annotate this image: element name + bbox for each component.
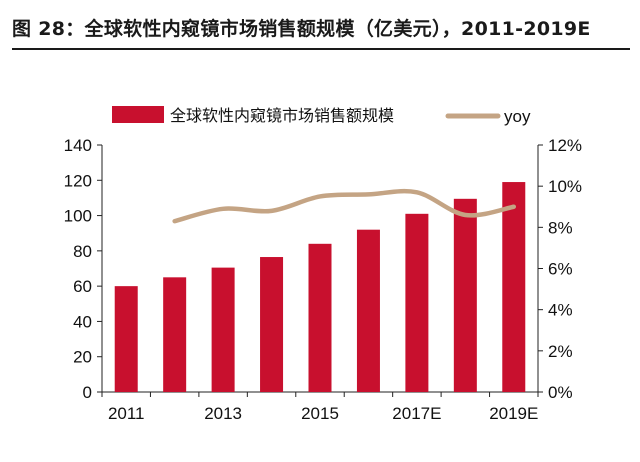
bar <box>260 257 284 392</box>
bar <box>453 198 477 392</box>
x-tick-label: 2019E <box>489 404 538 423</box>
left-tick-label: 20 <box>73 348 92 367</box>
legend-swatch-bar <box>112 106 164 123</box>
bar <box>211 267 235 392</box>
title-divider <box>12 48 630 50</box>
right-tick-label: 8% <box>548 218 573 237</box>
legend: 全球软性内窥镜市场销售额规模 yoy <box>112 106 531 126</box>
legend-label-bar: 全球软性内窥镜市场销售额规模 <box>170 106 394 125</box>
right-tick-label: 2% <box>548 342 573 361</box>
x-tick-label: 2013 <box>204 404 242 423</box>
bar-series <box>114 182 526 392</box>
yoy-series <box>172 188 517 224</box>
bar <box>356 229 380 392</box>
right-tick-label: 12% <box>548 136 582 155</box>
x-tick-label: 2011 <box>108 404 145 423</box>
bar <box>308 243 332 392</box>
right-tick-label: 6% <box>548 260 573 279</box>
chart-title: 图 28：全球软性内窥镜市场销售额规模（亿美元），2011-2019E <box>12 18 591 40</box>
right-tick-label: 4% <box>548 301 573 320</box>
left-tick-label: 140 <box>64 136 92 155</box>
left-tick-label: 80 <box>73 242 92 261</box>
legend-label-line: yoy <box>504 107 531 126</box>
right-tick-label: 0% <box>548 383 573 402</box>
x-tick-label: 2017E <box>392 404 441 423</box>
x-tick-label: 2015 <box>301 404 339 423</box>
bar <box>405 213 429 392</box>
left-tick-label: 0 <box>83 383 92 402</box>
left-tick-label: 100 <box>64 207 92 226</box>
bar <box>114 286 138 392</box>
tick-labels: 0 20 40 60 80 100 120 140 0% 2% 4% 6% 8% 10% 12% 2011 20… <box>64 136 582 423</box>
right-tick-label: 10% <box>548 177 582 196</box>
left-tick-label: 60 <box>73 277 92 296</box>
yoy-line <box>172 188 517 224</box>
left-tick-label: 40 <box>73 312 92 331</box>
left-tick-label: 120 <box>64 171 92 190</box>
bar <box>502 182 526 392</box>
bar <box>163 277 187 392</box>
